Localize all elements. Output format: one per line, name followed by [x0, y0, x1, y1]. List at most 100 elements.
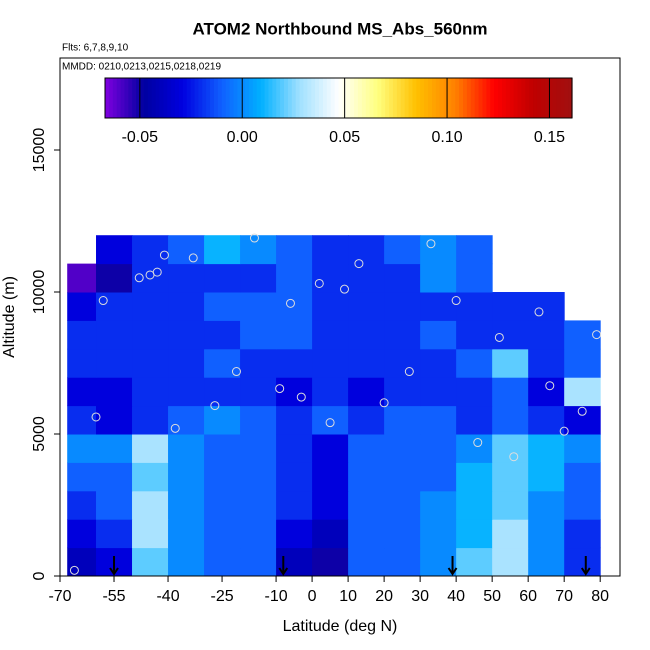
- heat-cell: [276, 348, 313, 378]
- sample-point: [152, 267, 162, 277]
- heat-cell: [312, 263, 349, 293]
- sample-point: [559, 426, 569, 436]
- heat-cell: [96, 405, 133, 435]
- heat-cell: [492, 462, 529, 492]
- y-tick-label: 0: [31, 571, 48, 580]
- heat-cell: [492, 405, 529, 435]
- colorbar-tick-label: 0.15: [534, 129, 565, 146]
- sample-point: [275, 384, 285, 394]
- heat-cell: [168, 405, 205, 435]
- colorbar-swatch: [155, 78, 161, 118]
- heat-cell: [420, 490, 457, 520]
- sample-point: [285, 298, 295, 308]
- heat-cell: [132, 519, 169, 549]
- colorbar-swatch: [175, 78, 180, 118]
- colorbar-swatch: [233, 78, 238, 118]
- x-tick-label: -40: [156, 588, 179, 605]
- colorbar-swatch: [482, 78, 487, 118]
- colorbar-swatch: [190, 78, 196, 118]
- heat-cell: [67, 263, 97, 293]
- heat-cell: [67, 434, 97, 463]
- heat-cell: [312, 320, 349, 350]
- heat-cell: [132, 377, 169, 407]
- heat-cell: [96, 462, 133, 492]
- colorbar-frame: [104, 77, 573, 119]
- heat-cell: [384, 348, 421, 378]
- colorbar-swatch: [552, 78, 558, 118]
- heat-cell: [348, 547, 385, 577]
- heat-cell: [132, 292, 169, 321]
- colorbar-swatch: [280, 78, 285, 118]
- heat-cell: [564, 547, 601, 577]
- heat-cell: [96, 263, 133, 293]
- colorbar-swatch: [365, 78, 371, 118]
- sample-point: [534, 307, 544, 317]
- x-tick-label: 50: [483, 588, 501, 605]
- heat-cell: [168, 547, 205, 577]
- x-tick-label: -55: [102, 588, 125, 605]
- heat-cell: [456, 519, 493, 549]
- heat-cell: [348, 405, 385, 435]
- colorbar-swatch: [186, 78, 192, 118]
- heat-cell: [384, 235, 421, 265]
- colorbar-swatch: [404, 78, 410, 118]
- x-tick-label: 10: [339, 588, 357, 605]
- arrow: [580, 556, 591, 576]
- colorbar-tick-label: 0.05: [329, 129, 360, 146]
- heat-cell: [132, 462, 169, 492]
- heat-cell: [240, 292, 277, 321]
- arrow: [109, 556, 119, 576]
- heat-cell: [348, 292, 385, 321]
- colorbar-swatch: [272, 78, 277, 118]
- colorbar-swatch: [346, 78, 351, 118]
- colorbar-swatch: [116, 78, 122, 118]
- heat-cell: [348, 490, 385, 520]
- colorbar-swatch: [264, 78, 270, 118]
- sample-point: [451, 296, 461, 306]
- colorbar-swatch: [416, 78, 421, 118]
- heat-cell: [456, 263, 493, 293]
- heat-cell: [204, 490, 241, 520]
- heat-cell: [168, 377, 205, 407]
- colorbar-swatch: [295, 78, 301, 118]
- heat-cell: [384, 263, 421, 293]
- heat-cell: [456, 235, 493, 265]
- sample-point: [210, 401, 220, 411]
- colorbar-swatch: [463, 78, 468, 118]
- x-axis-title: Latitude (deg N): [283, 618, 398, 635]
- heat-cell: [312, 348, 349, 378]
- x-tick-label: 60: [519, 588, 537, 605]
- colorbar-swatch: [540, 78, 546, 118]
- colorbar-swatch: [459, 78, 464, 118]
- heat-cell: [456, 348, 493, 378]
- heat-cell: [348, 348, 385, 378]
- sample-point: [545, 381, 555, 391]
- colorbar-swatch: [428, 78, 433, 118]
- colorbar-swatch: [299, 78, 305, 118]
- colorbar-swatch: [400, 78, 406, 118]
- colorbar-swatch: [474, 78, 480, 118]
- colorbar-tick-label: 0.00: [227, 129, 258, 146]
- heat-cell: [564, 348, 601, 378]
- heat-cell: [420, 235, 457, 265]
- heat-cell: [204, 519, 241, 549]
- arrow: [447, 556, 458, 576]
- colorbar-swatch: [159, 78, 164, 118]
- heat-cell: [132, 348, 169, 378]
- y-tick-label: 10000: [31, 270, 48, 315]
- colorbar-swatch: [213, 78, 219, 118]
- heat-cell: [564, 405, 601, 435]
- heat-cell: [456, 490, 493, 520]
- heat-cell: [528, 490, 565, 520]
- heat-cell: [204, 235, 241, 265]
- sample-point: [354, 259, 364, 269]
- heat-cell: [312, 547, 349, 577]
- colorbar-swatch: [287, 78, 293, 118]
- heat-cell: [528, 348, 565, 378]
- heat-cell: [312, 292, 349, 321]
- sample-point: [379, 398, 389, 408]
- heat-cell: [132, 490, 169, 520]
- heat-cell: [564, 519, 601, 549]
- heat-cell: [276, 405, 313, 435]
